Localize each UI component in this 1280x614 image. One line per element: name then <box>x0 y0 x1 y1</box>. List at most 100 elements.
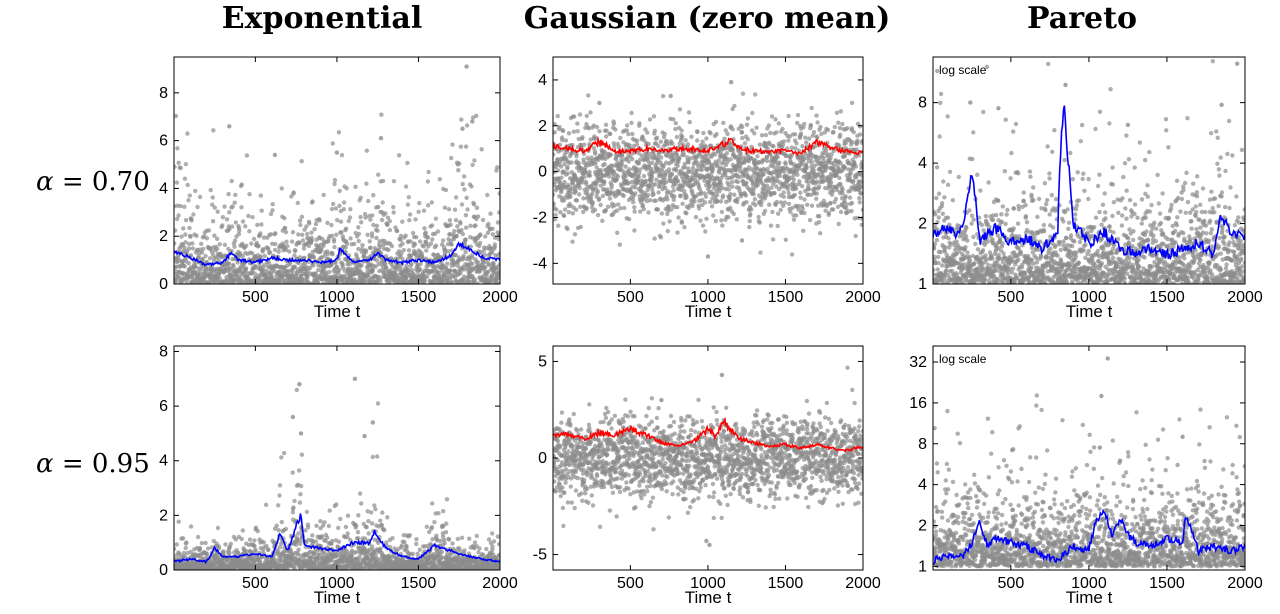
sample-point <box>201 246 206 252</box>
sample-point <box>1041 229 1047 234</box>
sample-point <box>423 230 428 235</box>
sample-point <box>321 192 326 198</box>
sample-point <box>497 271 500 276</box>
sample-point <box>744 122 750 127</box>
sample-point <box>290 230 296 235</box>
sample-point <box>703 194 709 199</box>
sample-point <box>751 192 756 197</box>
sample-point <box>828 200 833 206</box>
sample-point <box>663 185 668 191</box>
sample-point <box>198 271 203 276</box>
sample-point <box>678 194 683 199</box>
sample-point <box>605 204 611 209</box>
sample-point <box>290 272 295 277</box>
sample-point <box>1011 129 1016 134</box>
sample-point <box>1055 253 1060 258</box>
sample-point <box>645 192 651 198</box>
sample-point <box>673 121 678 126</box>
sample-point <box>325 220 330 226</box>
sample-point <box>404 263 409 269</box>
sample-point <box>860 178 863 183</box>
sample-point <box>945 215 951 220</box>
sample-point <box>297 218 303 223</box>
sample-point <box>734 167 739 172</box>
sample-point <box>939 201 945 206</box>
sample-point <box>768 223 774 228</box>
sample-point <box>360 242 365 248</box>
sample-point <box>732 103 737 109</box>
sample-point <box>368 245 373 250</box>
sample-point <box>385 222 390 227</box>
sample-point <box>1002 169 1007 174</box>
sample-point <box>671 197 676 202</box>
sample-point <box>214 246 220 251</box>
sample-point <box>243 266 249 271</box>
sample-point <box>437 270 442 275</box>
sample-point <box>615 230 620 235</box>
sample-point <box>795 112 801 118</box>
sample-point <box>1021 190 1026 195</box>
sample-point <box>801 156 806 162</box>
sample-point <box>849 208 854 214</box>
sample-point <box>1068 233 1074 238</box>
sample-point <box>497 191 500 196</box>
sample-point <box>770 237 776 242</box>
sample-point <box>776 121 781 126</box>
sample-point <box>938 250 943 255</box>
y-tick-label: -2 <box>533 210 547 227</box>
sample-point <box>699 167 704 173</box>
sample-point <box>654 177 659 182</box>
sample-point <box>573 186 578 191</box>
sample-point <box>722 136 727 141</box>
sample-point <box>603 122 609 128</box>
sample-point <box>1017 234 1022 239</box>
sample-point <box>566 131 572 136</box>
sample-point <box>446 249 451 254</box>
sample-point <box>1031 261 1036 266</box>
sample-point <box>231 263 236 269</box>
sample-point <box>809 160 814 165</box>
sample-point <box>637 121 642 126</box>
sample-point <box>1009 150 1014 156</box>
sample-point <box>777 173 783 179</box>
sample-point <box>715 199 720 204</box>
sample-point <box>627 167 632 172</box>
sample-point <box>597 129 602 134</box>
sample-point <box>825 127 831 133</box>
sample-point <box>305 269 311 274</box>
sample-point <box>843 165 848 171</box>
outlier-point <box>705 254 711 259</box>
sample-point <box>400 219 405 224</box>
sample-point <box>745 116 751 121</box>
plot-area <box>933 59 1245 284</box>
sample-point <box>690 169 695 174</box>
sample-point <box>285 244 290 249</box>
sample-point <box>743 193 749 198</box>
sample-point <box>273 231 278 236</box>
sample-point <box>178 203 183 209</box>
sample-point <box>800 184 805 189</box>
sample-point <box>641 197 646 202</box>
sample-point <box>994 277 1000 282</box>
x-tick-label: 1500 <box>768 289 804 306</box>
sample-point <box>720 223 725 228</box>
sample-point <box>462 187 467 192</box>
sample-point <box>791 217 797 222</box>
sample-point <box>399 251 404 256</box>
sample-point <box>626 216 632 222</box>
sample-point <box>406 268 411 273</box>
sample-point <box>755 182 761 187</box>
sample-point <box>860 207 863 212</box>
sample-point <box>797 179 802 184</box>
sample-point <box>709 154 714 159</box>
sample-point <box>179 234 184 239</box>
sample-point <box>195 204 200 210</box>
sample-point <box>633 185 638 190</box>
sample-point <box>651 114 657 119</box>
sample-point <box>292 253 297 258</box>
sample-point <box>640 202 646 208</box>
sample-point <box>709 204 715 209</box>
sample-point <box>183 162 189 167</box>
sample-point <box>776 211 781 216</box>
